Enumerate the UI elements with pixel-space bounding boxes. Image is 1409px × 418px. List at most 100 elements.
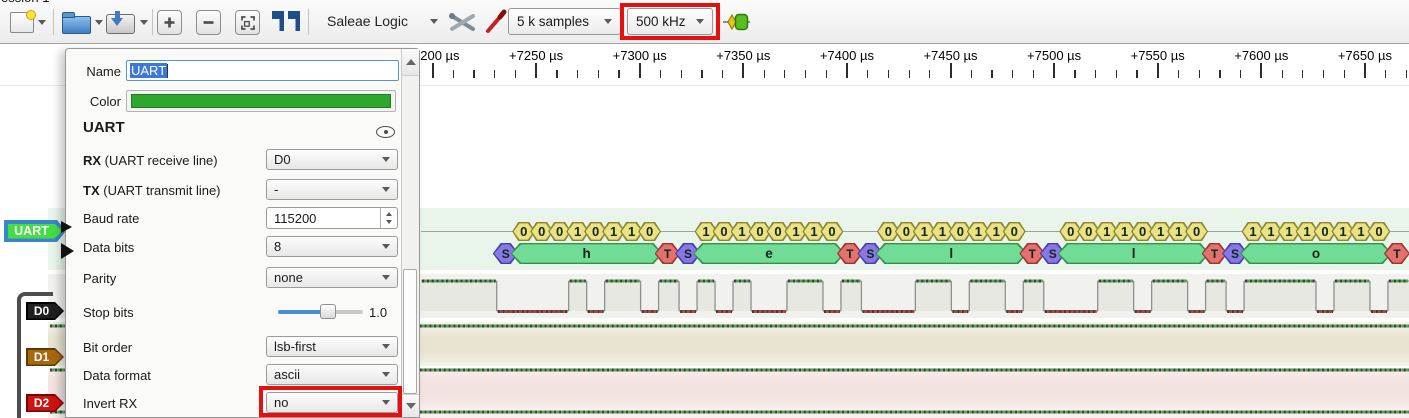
scrollbar-up-button[interactable]	[402, 49, 419, 76]
uart-bit-hex-text: 1	[610, 224, 618, 239]
uart-start-marker-hex-fill	[1223, 244, 1246, 262]
ruler-tick	[1240, 70, 1242, 78]
ruler-tick	[1343, 70, 1345, 78]
uart-bit-hex-text: 1	[1249, 224, 1257, 239]
uart-char-hex-fill	[512, 244, 661, 262]
uart-char-hex-fill	[1059, 244, 1208, 262]
open-icon[interactable]	[62, 12, 91, 34]
uart-bit-hex: 1	[931, 222, 954, 241]
spin-up-icon[interactable]	[386, 212, 392, 216]
data-bits-combo[interactable]: 8	[266, 236, 398, 257]
uart-bit-hex-fill	[1279, 223, 1299, 239]
ruler-tick	[722, 70, 724, 78]
uart-bit-hex-fill	[1133, 223, 1153, 239]
ruler-tick	[1281, 70, 1283, 78]
probe-icon[interactable]	[483, 7, 507, 42]
save-arrow-stem-icon	[115, 11, 120, 18]
ruler-tick	[494, 70, 496, 78]
spinner-buttons[interactable]	[380, 208, 397, 228]
uart-bit-hex-text: 1	[1121, 224, 1129, 239]
session-tab-label[interactable]: ession 1	[1, 0, 49, 5]
ruler-tick	[680, 70, 682, 78]
parity-combo[interactable]: none	[266, 267, 398, 288]
uart-bit-hex-text: 0	[1321, 224, 1329, 239]
uart-bit-hex: 1	[1296, 222, 1319, 241]
sample-count-combo[interactable]: 5 k samples	[508, 8, 621, 35]
uart-bit-hex: 1	[784, 222, 807, 241]
bit-order-combo[interactable]: lsb-first	[266, 336, 398, 357]
uart-bit-hex: 0	[530, 222, 553, 241]
scrollbar-thumb[interactable]	[403, 269, 417, 394]
uart-bit-hex: 1	[913, 222, 936, 241]
spin-down-icon[interactable]	[386, 220, 392, 224]
uart-bit-hex: 0	[1185, 222, 1208, 241]
baud-rate-spinbox[interactable]: 115200	[266, 207, 398, 229]
annotations-flags-icon[interactable]	[271, 9, 303, 39]
uart-bit-hex-text: 1	[1157, 224, 1165, 239]
ruler-tick	[701, 70, 703, 78]
scrollbar-down-button[interactable]	[402, 394, 419, 417]
ruler-tick-label: +7400 µs	[819, 48, 874, 63]
name-input[interactable]: UART	[126, 60, 399, 81]
save-dropdown-arrow-icon[interactable]	[140, 20, 148, 25]
uart-bit-hex: 1	[1167, 222, 1190, 241]
channel-tag-fill	[28, 304, 63, 319]
uart-start-marker-hex-text: S	[1048, 246, 1057, 261]
uart-bit-hex-fill	[786, 223, 806, 239]
uart-start-marker-hex: S	[675, 243, 701, 264]
uart-start-marker-hex-fill	[676, 244, 699, 262]
ruler-tick	[1115, 70, 1117, 78]
device-tools-icon[interactable]	[447, 8, 478, 42]
combo-arrow-icon	[604, 19, 612, 24]
uart-bit-hex-fill	[714, 223, 734, 239]
device-selector[interactable]: Saleae Logic	[327, 13, 408, 29]
uart-bit-hex-text: 1	[702, 224, 710, 239]
uart-bit-hex-text: 0	[1085, 224, 1093, 239]
uart-bit-hex-fill	[1187, 223, 1207, 239]
uart-stop-marker-hex: T	[1019, 243, 1045, 264]
open-dropdown-arrow-icon[interactable]	[95, 20, 103, 25]
highlight-box-invert-rx	[259, 386, 402, 417]
device-dropdown-arrow-icon[interactable]	[430, 19, 438, 24]
channel-tag-uart[interactable]: UART	[4, 220, 66, 242]
new-capture-icon[interactable]	[10, 10, 36, 33]
color-swatch-button[interactable]	[126, 90, 396, 112]
uart-bit-hex: 1	[602, 222, 625, 241]
uart-bit-hex-text: 0	[520, 224, 528, 239]
ruler-tick	[431, 63, 434, 78]
save-capture-icon[interactable]	[106, 11, 135, 34]
uart-bit-hex-fill	[950, 223, 970, 239]
sample-rate-combo[interactable]: 500 kHz	[627, 8, 713, 35]
new-dropdown-arrow-icon[interactable]	[38, 20, 46, 25]
data-format-combo[interactable]: ascii	[266, 364, 398, 385]
uart-char-hex: h	[511, 243, 663, 264]
uart-bit-hex: 1	[1113, 222, 1136, 241]
uart-start-marker-hex-text: S	[501, 246, 510, 261]
baud-rate-value: 115200	[274, 210, 317, 226]
channel-tag-d0[interactable]: D0	[26, 302, 64, 320]
uart-stop-marker-hex: T	[1202, 243, 1228, 264]
uart-bit-hex-text: 1	[792, 224, 800, 239]
channel-tag-fill	[28, 396, 63, 411]
panel-scrollbar[interactable]	[401, 49, 419, 417]
visibility-eye-icon[interactable]	[376, 126, 395, 138]
uart-bit-hex: 0	[820, 222, 843, 241]
stop-bits-slider-handle[interactable]	[320, 304, 336, 319]
tx-channel-combo[interactable]: -	[266, 179, 398, 200]
uart-bit-hex-text: 0	[1139, 224, 1147, 239]
uart-bit-hex: 1	[620, 222, 643, 241]
channel-tag-d1[interactable]: D1	[26, 348, 64, 366]
uart-bit-hex-text: 1	[738, 224, 746, 239]
ruler-tick	[659, 70, 662, 78]
ruler-tick	[742, 63, 745, 78]
channel-tag-d2[interactable]: D2	[26, 394, 64, 412]
uart-bit-hex-text: 1	[1339, 224, 1347, 239]
invert-rx-combo[interactable]: no	[266, 392, 398, 413]
rx-channel-combo[interactable]: D0	[266, 149, 398, 170]
uart-stop-marker-hex-fill	[838, 244, 861, 262]
zoom-in-icon[interactable]	[157, 10, 182, 35]
uart-bit-hex-text: 1	[810, 224, 818, 239]
zoom-fit-icon[interactable]	[235, 10, 260, 35]
ruler-tick	[970, 70, 972, 78]
zoom-out-icon[interactable]	[196, 10, 221, 35]
